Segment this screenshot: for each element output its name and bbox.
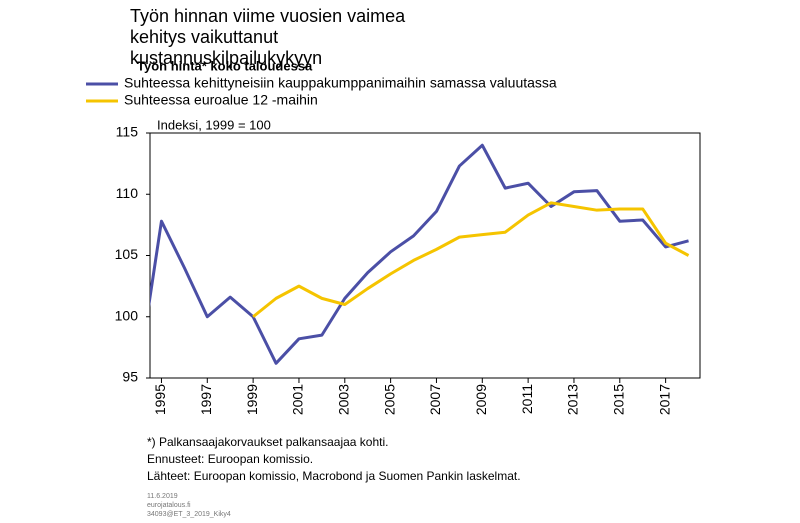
x-tick-label: 1995: [152, 384, 168, 415]
x-tick-label: 2009: [473, 384, 489, 415]
y-tick-label: 110: [116, 185, 139, 201]
legend-label: Suhteessa euroalue 12 -maihin: [124, 92, 318, 108]
x-tick-label: 2007: [427, 384, 443, 415]
footnote: Ennusteet: Euroopan komissio.: [147, 452, 313, 466]
x-tick-label: 2011: [519, 384, 535, 414]
x-tick-label: 1999: [244, 384, 260, 415]
chart-title: Työn hinnan viime vuosien vaimea kehitys…: [130, 6, 406, 68]
x-tick-label: 2017: [656, 384, 672, 415]
footnote: Lähteet: Euroopan komissio, Macrobond ja…: [147, 469, 521, 483]
chart-subtitle: Työn hinta* koko taloudessa: [137, 58, 313, 73]
x-tick-label: 2003: [335, 384, 351, 415]
x-tick-label: 1997: [198, 384, 214, 415]
small-print: 11.6.2019: [147, 493, 178, 500]
legend-label: Suhteessa kehittyneisiin kauppakumppanim…: [124, 75, 557, 91]
y-tick-label: 95: [122, 369, 138, 385]
series-line: [252, 201, 690, 318]
y-axis-label: Indeksi, 1999 = 100: [157, 117, 271, 132]
y-tick-label: 115: [116, 124, 139, 140]
y-tick-label: 100: [115, 307, 139, 323]
small-print: eurojatalous.fi: [147, 502, 191, 509]
x-tick-label: 2001: [290, 384, 306, 415]
x-tick-label: 2015: [610, 384, 626, 415]
y-tick-label: 105: [115, 246, 139, 262]
x-tick-label: 2005: [381, 384, 397, 415]
footnote: *) Palkansaajakorvaukset palkansaajaa ko…: [147, 435, 388, 449]
x-tick-label: 2013: [565, 384, 581, 415]
series-line: [150, 143, 689, 365]
plot-area: [150, 143, 690, 365]
small-print: 34093@ET_3_2019_Kiky4: [147, 511, 231, 518]
